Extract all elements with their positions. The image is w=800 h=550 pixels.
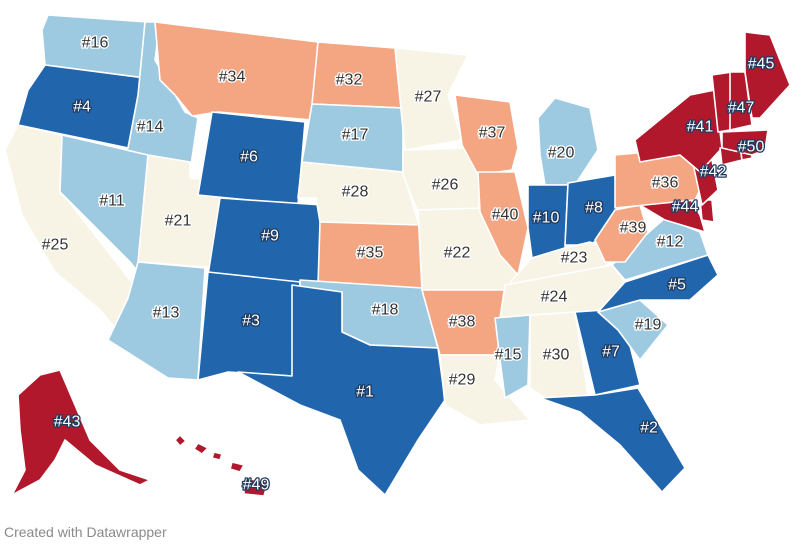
state-label-wv: #39 xyxy=(620,220,647,237)
state-label-ok: #18 xyxy=(372,302,399,319)
state-label-pa: #36 xyxy=(652,175,679,192)
state-hi[interactable] xyxy=(174,434,269,497)
state-label-mi: #20 xyxy=(548,145,575,162)
state-label-nv: #11 xyxy=(99,193,125,210)
state-ak[interactable] xyxy=(11,369,151,496)
state-mn[interactable] xyxy=(394,47,469,151)
state-label-az: #13 xyxy=(153,305,180,322)
state-label-oh: #8 xyxy=(585,200,603,217)
state-mi[interactable] xyxy=(537,97,599,186)
state-me[interactable] xyxy=(744,31,791,119)
state-label-id: #14 xyxy=(137,119,164,136)
state-label-ga: #7 xyxy=(602,344,620,361)
state-ny[interactable] xyxy=(634,89,723,173)
state-label-tx: #1 xyxy=(356,384,374,401)
state-wi[interactable] xyxy=(454,94,519,176)
state-label-in: #10 xyxy=(533,210,560,227)
state-label-nh: #47 xyxy=(728,100,755,117)
state-label-al: #30 xyxy=(543,347,570,364)
state-label-sd: #17 xyxy=(342,127,369,144)
state-label-ak: #43 xyxy=(54,414,81,431)
state-labels: #16 #4 #25 #14 #11 #21 #13 #34 #6 #9 #3 #32 #17 #28 #3… xyxy=(40,33,775,495)
state-label-nm: #3 xyxy=(242,313,260,330)
state-label-mn: #27 xyxy=(415,89,442,106)
state-tx[interactable] xyxy=(237,284,446,496)
state-az[interactable] xyxy=(107,261,206,381)
state-label-ma: #50 xyxy=(738,139,765,156)
state-label-or: #4 xyxy=(73,99,91,116)
state-shapes xyxy=(4,14,791,497)
state-label-la: #29 xyxy=(449,372,476,389)
state-or[interactable] xyxy=(17,64,146,149)
state-label-mt: #34 xyxy=(219,69,246,86)
state-label-ca: #25 xyxy=(42,237,69,254)
credit-text: Created with Datawrapper xyxy=(4,524,167,540)
state-label-co: #9 xyxy=(261,228,279,245)
us-choropleth-map: #16 #4 #25 #14 #11 #21 #13 #34 #6 #9 #3 #32 #17 #28 #3… xyxy=(4,14,791,497)
state-ma[interactable] xyxy=(721,129,769,156)
state-label-ks: #35 xyxy=(357,245,384,262)
state-label-tn: #24 xyxy=(541,289,568,306)
state-label-va: #12 xyxy=(657,234,684,251)
state-label-nj: #42 xyxy=(700,164,727,181)
state-label-ne: #28 xyxy=(342,184,369,201)
state-label-il: #40 xyxy=(492,207,519,224)
state-label-mo: #22 xyxy=(444,245,471,262)
state-nv[interactable] xyxy=(59,134,149,273)
state-label-wi: #37 xyxy=(479,125,506,142)
state-label-md: #44 xyxy=(672,199,699,216)
state-label-ky: #23 xyxy=(561,250,588,267)
state-label-ny: #41 xyxy=(687,119,714,136)
state-label-ms: #15 xyxy=(495,347,522,364)
state-nc[interactable] xyxy=(597,254,719,313)
state-label-nd: #32 xyxy=(336,72,363,89)
state-label-hi: #49 xyxy=(243,477,270,494)
state-label-ar: #38 xyxy=(449,314,476,331)
state-label-me: #45 xyxy=(748,56,775,73)
state-label-ia: #26 xyxy=(432,177,459,194)
state-label-wa: #16 xyxy=(82,35,109,52)
state-fl[interactable] xyxy=(539,387,686,493)
state-ms[interactable] xyxy=(494,314,531,399)
state-label-ut: #21 xyxy=(165,213,192,230)
state-label-wy: #6 xyxy=(240,149,258,166)
state-label-nc: #5 xyxy=(668,277,686,294)
state-label-sc: #19 xyxy=(635,317,662,334)
state-label-fl: #2 xyxy=(640,420,658,437)
state-wv[interactable] xyxy=(594,204,649,263)
